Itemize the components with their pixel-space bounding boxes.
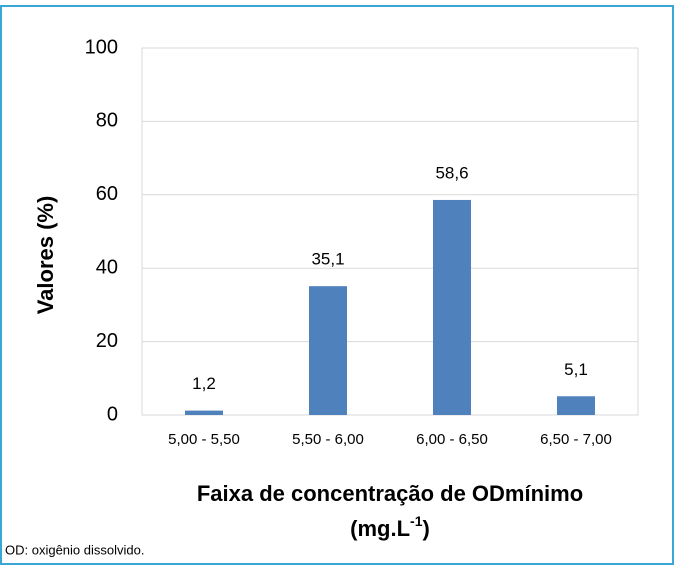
value-label: 1,2 (192, 374, 216, 393)
x-tick-label: 6,50 - 7,00 (540, 431, 612, 448)
bar (557, 396, 595, 415)
bar (185, 410, 223, 415)
x-axis-label-sup: -1 (410, 513, 423, 529)
x-tick-label: 6,00 - 6,50 (416, 431, 488, 448)
value-label: 5,1 (564, 360, 588, 379)
y-tick-label: 100 (85, 36, 118, 58)
x-tick-label: 5,50 - 6,00 (292, 431, 364, 448)
footnote: OD: oxigênio dissolvido. (5, 542, 144, 557)
bar (309, 286, 347, 415)
y-axis-label: Valores (%) (33, 196, 58, 315)
x-axis-label-unit: (mg.L-1) (350, 513, 430, 541)
y-tick-label: 0 (107, 403, 118, 425)
frame (0, 5, 674, 565)
x-axis-label-part: (mg.L (350, 516, 410, 541)
bar (433, 199, 471, 415)
value-label: 58,6 (435, 163, 468, 182)
x-tick-label: 5,00 - 5,50 (168, 431, 240, 448)
y-tick-label: 40 (96, 256, 118, 278)
x-axis-label: Faixa de concentração de ODmínimo (197, 481, 583, 506)
y-tick-label: 20 (96, 330, 118, 352)
value-label: 35,1 (311, 250, 344, 269)
y-tick-label: 80 (96, 110, 118, 132)
y-tick-label: 60 (96, 183, 118, 205)
x-axis-label-end: ) (423, 516, 430, 541)
